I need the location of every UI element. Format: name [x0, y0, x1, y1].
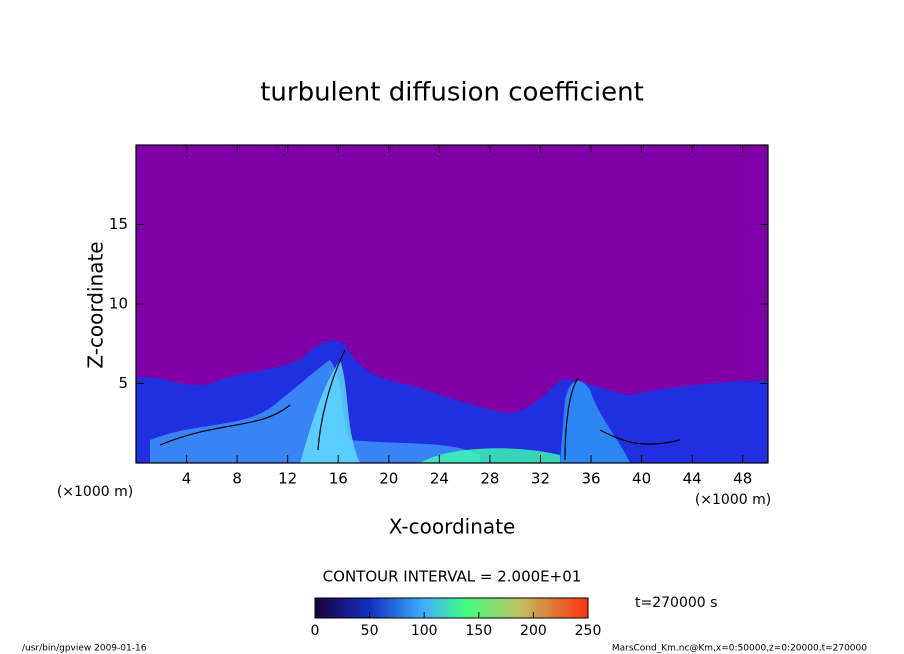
- x-tick-label: 36: [581, 470, 600, 488]
- x-tick-label: 20: [379, 470, 398, 488]
- x-tick-label: 28: [480, 470, 499, 488]
- y-tick-label: 15: [109, 215, 128, 233]
- contour-line: [159, 349, 681, 461]
- footer-left: /usr/bin/gpview 2009-01-16: [22, 644, 147, 654]
- x-tick-label: 40: [632, 470, 651, 488]
- y-tick-label: 5: [118, 374, 128, 392]
- contour-interval: CONTOUR INTERVAL = 2.000E+01: [323, 568, 582, 586]
- time-label: t=270000 s: [635, 595, 717, 611]
- field-region: [560, 380, 630, 463]
- chart-title: turbulent diffusion coefficient: [260, 78, 644, 108]
- x-tick-label: 12: [278, 470, 297, 488]
- x-tick-label: 24: [430, 470, 449, 488]
- x-tick-label: 44: [683, 470, 702, 488]
- footer-right: MarsCond_Km.nc@Km,x=0:50000,z=0:20000,t=…: [612, 644, 867, 654]
- colorbar-tick-label: 150: [465, 623, 492, 639]
- x-tick-label: 16: [329, 470, 348, 488]
- y-axis-label: Z-coordinate: [84, 241, 108, 368]
- x-unit-label: (×1000 m): [695, 492, 771, 508]
- colorbar-tick-label: 50: [361, 623, 379, 639]
- x-tick-label: 4: [182, 470, 192, 488]
- y-unit-label: (×1000 m): [57, 484, 133, 500]
- x-axis-label: X-coordinate: [389, 515, 516, 539]
- x-tick-label: 8: [232, 470, 242, 488]
- x-tick-label: 48: [733, 470, 752, 488]
- field-region: [150, 360, 480, 463]
- field-core: [300, 360, 360, 463]
- x-tick-label: 32: [531, 470, 550, 488]
- colorbar-tick-label: 0: [311, 623, 320, 639]
- plot-area: [135, 144, 769, 464]
- y-tick-label: 10: [109, 295, 128, 313]
- colorbar-tick-label: 100: [411, 623, 438, 639]
- colorbar: [314, 597, 589, 619]
- colorbar-tick-label: 250: [575, 623, 602, 639]
- colorbar-tick-label: 200: [520, 623, 547, 639]
